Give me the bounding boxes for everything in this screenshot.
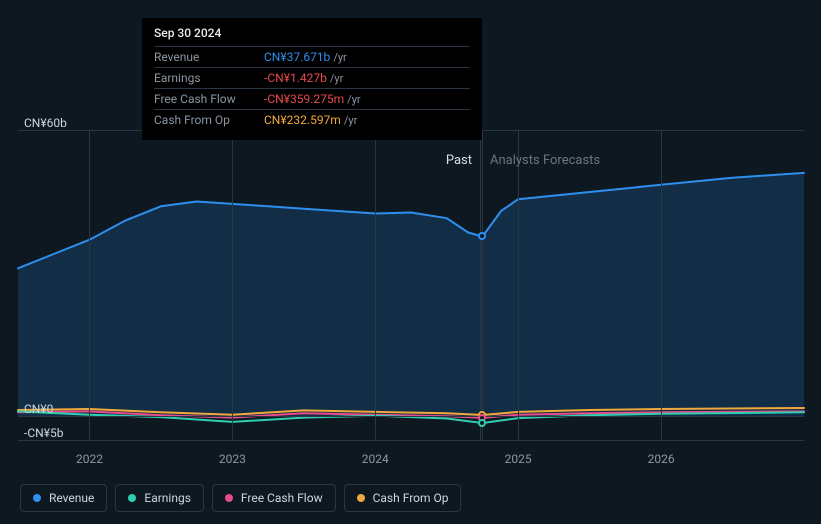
y-axis-label: -CN¥5b xyxy=(24,426,63,440)
chart-legend: Revenue Earnings Free Cash Flow Cash From O… xyxy=(20,484,461,512)
grid-line-y xyxy=(18,416,804,417)
x-axis-label: 2022 xyxy=(76,452,103,466)
legend-item-free_cash_flow[interactable]: Free Cash Flow xyxy=(212,484,336,512)
grid-line-x xyxy=(232,130,233,440)
chart-series-svg xyxy=(18,130,804,440)
tooltip-date: Sep 30 2024 xyxy=(154,26,470,46)
section-label-forecast: Analysts Forecasts xyxy=(490,153,600,168)
x-axis-label: 2023 xyxy=(219,452,246,466)
tooltip-row-unit: /yr xyxy=(330,72,343,85)
tooltip-row: Free Cash Flow-CN¥359.275m/yr xyxy=(154,88,470,109)
legend-dot-icon xyxy=(128,494,136,502)
grid-line-x xyxy=(89,130,90,440)
y-axis-label: CN¥0 xyxy=(24,402,53,416)
hover-marker-revenue xyxy=(478,232,486,240)
tooltip-row-unit: /yr xyxy=(344,114,357,127)
grid-line-x xyxy=(518,130,519,440)
section-label-past: Past xyxy=(446,153,472,168)
hover-line xyxy=(482,130,483,440)
grid-line-x xyxy=(661,130,662,440)
hover-marker-earnings xyxy=(478,419,486,427)
legend-dot-icon xyxy=(33,494,41,502)
legend-dot-icon xyxy=(225,494,233,502)
tooltip-row-label: Revenue xyxy=(154,50,264,64)
tooltip-row-value: -CN¥1.427b xyxy=(264,71,327,85)
past-forecast-divider xyxy=(480,130,481,440)
legend-item-revenue[interactable]: Revenue xyxy=(20,484,107,512)
legend-item-label: Free Cash Flow xyxy=(241,491,323,505)
legend-item-label: Earnings xyxy=(144,491,191,505)
tooltip-row: Earnings-CN¥1.427b/yr xyxy=(154,67,470,88)
x-axis-label: 2026 xyxy=(648,452,675,466)
tooltip-row-unit: /yr xyxy=(333,51,346,64)
grid-line-y xyxy=(18,440,804,441)
chart-plot-area[interactable] xyxy=(18,130,804,440)
legend-item-earnings[interactable]: Earnings xyxy=(115,484,204,512)
x-axis-label: 2025 xyxy=(505,452,532,466)
tooltip-row: RevenueCN¥37.671b/yr xyxy=(154,46,470,67)
legend-dot-icon xyxy=(357,494,365,502)
grid-line-x xyxy=(375,130,376,440)
tooltip-row-label: Free Cash Flow xyxy=(154,92,264,106)
tooltip-row-value: CN¥37.671b xyxy=(264,50,330,64)
legend-item-label: Cash From Op xyxy=(373,491,449,505)
tooltip-row-label: Earnings xyxy=(154,71,264,85)
tooltip-row-label: Cash From Op xyxy=(154,113,264,127)
legend-item-cash_from_op[interactable]: Cash From Op xyxy=(344,484,462,512)
tooltip-row-value: -CN¥359.275m xyxy=(264,92,344,106)
tooltip-row: Cash From OpCN¥232.597m/yr xyxy=(154,109,470,130)
tooltip-row-value: CN¥232.597m xyxy=(264,113,341,127)
legend-item-label: Revenue xyxy=(49,491,94,505)
tooltip-row-unit: /yr xyxy=(347,93,360,106)
y-axis-label: CN¥60b xyxy=(24,116,67,130)
x-axis-label: 2024 xyxy=(362,452,389,466)
chart-tooltip: Sep 30 2024 RevenueCN¥37.671b/yrEarnings… xyxy=(142,18,482,140)
